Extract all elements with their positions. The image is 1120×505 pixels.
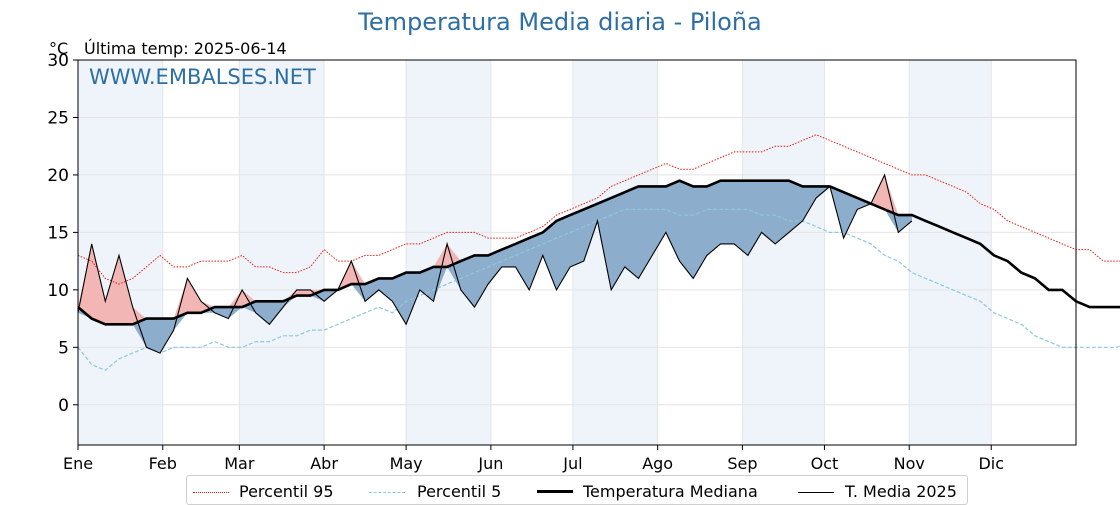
y-tick-label: 5 [58, 338, 69, 358]
x-tick-label: Feb [149, 454, 177, 473]
y-tick-label: 15 [47, 223, 69, 243]
x-tick-label: Mar [224, 454, 255, 473]
legend-label-current: T. Media 2025 [845, 482, 957, 501]
x-tick-label: Dic [978, 454, 1004, 473]
x-tick-label: Sep [727, 454, 757, 473]
series-line-temperatura-mediana [77, 179, 1120, 326]
legend-label-p5: Percentil 5 [417, 482, 502, 501]
y-tick-label: 25 [47, 108, 69, 128]
y-tick-label: 20 [47, 166, 69, 186]
x-tick-label: Ene [63, 454, 93, 473]
y-tick-label: 30 [47, 51, 69, 71]
legend-swatch-current [798, 492, 834, 493]
x-tick-label: Jul [562, 454, 582, 473]
y-tick-label: 0 [58, 396, 69, 416]
y-axis: 0 5 10 15 20 25 30 [47, 51, 78, 416]
x-tick-label: Oct [811, 454, 839, 473]
x-axis: Ene Feb Mar Abr May Jun Jul Ago Sep Oct Nov Dic [63, 445, 1004, 473]
month-band [742, 60, 825, 445]
series-line-t-media-2025 [77, 173, 913, 354]
x-tick-label: Jun [477, 454, 503, 473]
x-tick-label: Abr [310, 454, 338, 473]
y-tick-label: 10 [47, 281, 69, 301]
legend-swatch-p95 [193, 492, 229, 493]
watermark-text: WWW.EMBALSES.NET [89, 65, 316, 89]
month-band [909, 60, 992, 445]
chart-plot: 0 5 10 15 20 25 30 Ene Feb Mar Abr May Jun Jul Ago Sep… [47, 51, 1120, 473]
legend: Percentil 95 Percentil 5 Temperatura Med… [186, 475, 968, 505]
x-tick-label: Nov [894, 454, 925, 473]
chart-title: Temperatura Media diaria - Piloña [358, 8, 762, 36]
last-temp-label: Última temp: 2025-06-14 [84, 39, 287, 58]
x-tick-label: Ago [642, 454, 673, 473]
legend-label-p95: Percentil 95 [239, 482, 334, 501]
unit-label: °C [49, 39, 69, 58]
series-line-percentil-95 [77, 134, 1120, 285]
x-tick-label: May [390, 454, 423, 473]
legend-swatch-p5 [369, 492, 405, 493]
legend-swatch-median [537, 490, 573, 493]
area-below-median [78, 180, 912, 354]
plot-frame [77, 59, 1077, 446]
legend-label-median: Temperatura Mediana [583, 482, 758, 501]
month-band [239, 60, 325, 445]
series-line-percentil-5 [77, 208, 1120, 371]
